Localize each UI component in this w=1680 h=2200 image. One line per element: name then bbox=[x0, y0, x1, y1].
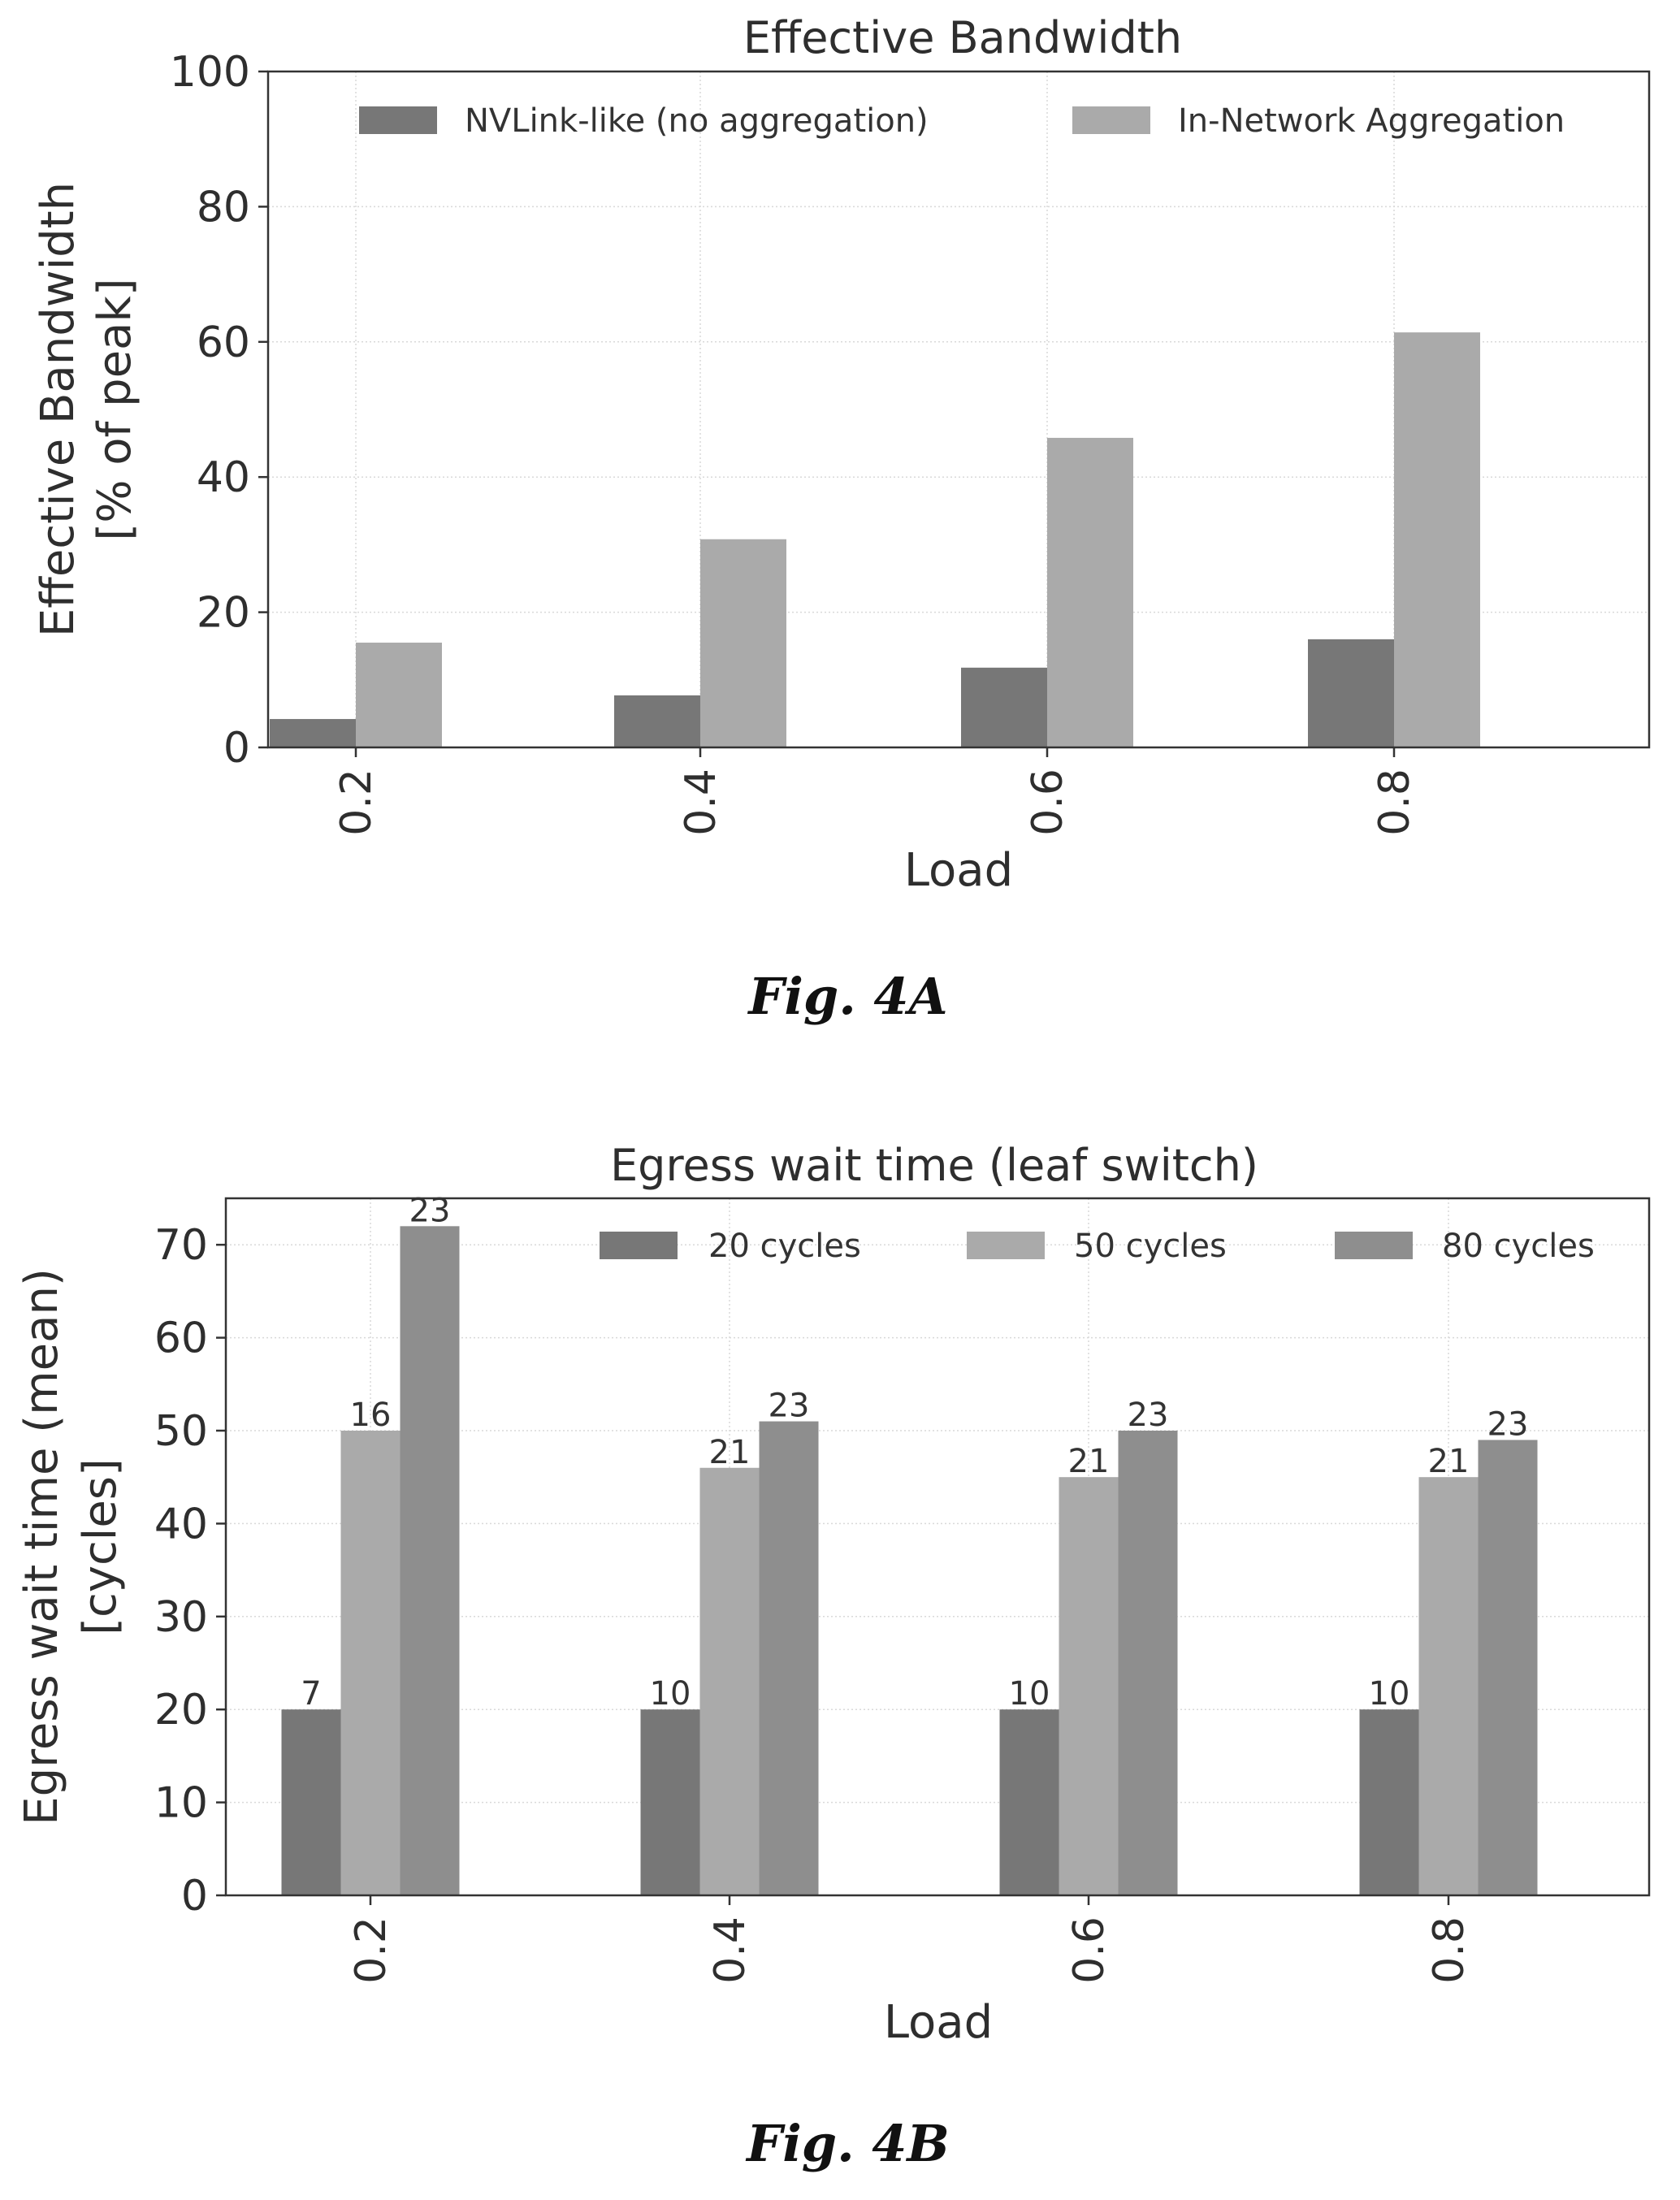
bar-2 bbox=[356, 643, 442, 747]
x-tick-label: 0.6 bbox=[1024, 769, 1072, 836]
legend-swatch bbox=[967, 1232, 1045, 1259]
bar-2 bbox=[699, 1467, 760, 1895]
x-ticks: 0.2 0.4 0.6 0.8 bbox=[347, 1895, 1474, 1984]
x-tick-label: 0.2 bbox=[332, 769, 381, 836]
data-label: 23 bbox=[769, 1388, 810, 1425]
x-axis-label: Load bbox=[884, 1996, 993, 2049]
y-tick-label: 20 bbox=[197, 589, 250, 638]
x-tick-label: 0.8 bbox=[1370, 769, 1419, 836]
bar-1 bbox=[999, 1709, 1059, 1895]
data-label: 10 bbox=[1009, 1675, 1050, 1713]
y-axis-label-line-1: Effective Bandwidth bbox=[32, 182, 84, 637]
y-ticks: 0 20 40 60 80 100 bbox=[170, 48, 268, 773]
bar-1 bbox=[614, 695, 700, 747]
x-tick-label: 0.4 bbox=[706, 1916, 755, 1984]
bar-2 bbox=[1047, 437, 1133, 747]
chart-title: Effective Bandwidth bbox=[743, 12, 1182, 63]
legend-label: 50 cycles bbox=[1074, 1228, 1227, 1265]
legend-label: 80 cycles bbox=[1442, 1228, 1595, 1265]
bar-3 bbox=[400, 1226, 460, 1895]
bar-1 bbox=[281, 1709, 341, 1895]
y-tick-label: 0 bbox=[181, 1872, 208, 1921]
legend-label: In-Network Aggregation bbox=[1178, 102, 1565, 140]
data-label: 21 bbox=[1068, 1443, 1110, 1480]
bar-1 bbox=[961, 667, 1047, 747]
bar-1 bbox=[1359, 1709, 1419, 1895]
data-label: 16 bbox=[350, 1397, 392, 1434]
x-tick-label: 0.8 bbox=[1425, 1916, 1474, 1984]
bar-2 bbox=[1394, 332, 1480, 747]
legend-swatch bbox=[1335, 1232, 1413, 1259]
x-axis-label: Load bbox=[904, 844, 1013, 897]
y-axis-label-line-1: Egress wait time (mean) bbox=[15, 1268, 68, 1825]
legend-label: 20 cycles bbox=[708, 1228, 861, 1265]
x-tick-label: 0.6 bbox=[1065, 1916, 1114, 1984]
x-ticks: 0.2 0.4 0.6 0.8 bbox=[332, 747, 1419, 836]
data-label: 21 bbox=[1428, 1443, 1470, 1480]
y-tick-label: 30 bbox=[154, 1593, 208, 1642]
bars bbox=[281, 1226, 1538, 1895]
y-tick-label: 60 bbox=[197, 318, 250, 367]
legend-label: NVLink-like (no aggregation) bbox=[465, 102, 929, 140]
bars bbox=[270, 332, 1480, 747]
y-tick-label: 20 bbox=[154, 1686, 208, 1734]
plot-frame bbox=[266, 70, 1651, 749]
data-label: 21 bbox=[709, 1434, 751, 1471]
y-tick-label: 100 bbox=[170, 48, 250, 97]
x-tick-label: 0.4 bbox=[677, 769, 725, 836]
y-ticks: 0 10 20 30 40 50 60 70 bbox=[154, 1221, 226, 1921]
figure-caption-a: Fig. 4A bbox=[747, 967, 947, 1026]
data-label: 7 bbox=[301, 1675, 321, 1713]
data-label: 10 bbox=[1369, 1675, 1410, 1713]
y-tick-label: 60 bbox=[154, 1314, 208, 1363]
plot-frame bbox=[224, 1197, 1651, 1897]
data-label: 23 bbox=[1487, 1405, 1529, 1443]
y-axis-label-line-2: [cycles] bbox=[74, 1458, 127, 1635]
bar-3 bbox=[759, 1421, 819, 1895]
bar-2 bbox=[1418, 1477, 1479, 1895]
y-tick-label: 40 bbox=[197, 453, 250, 502]
legend-swatch bbox=[600, 1232, 678, 1259]
y-tick-label: 0 bbox=[223, 724, 250, 773]
legend-swatch bbox=[1072, 106, 1150, 134]
bar-1 bbox=[640, 1709, 700, 1895]
legend: 20 cycles 50 cycles 80 cycles bbox=[600, 1228, 1595, 1265]
x-tick-label: 0.2 bbox=[347, 1916, 396, 1984]
bar-1 bbox=[270, 719, 356, 747]
bar-2 bbox=[340, 1431, 401, 1895]
y-axis-label-line-2: [% of peak] bbox=[89, 278, 141, 540]
bar-2 bbox=[1059, 1477, 1119, 1895]
y-tick-label: 80 bbox=[197, 183, 250, 232]
y-tick-label: 10 bbox=[154, 1779, 208, 1828]
data-label: 23 bbox=[1128, 1397, 1169, 1434]
bar-3 bbox=[1118, 1431, 1178, 1895]
chart-title: Egress wait time (leaf switch) bbox=[610, 1140, 1258, 1191]
y-tick-label: 70 bbox=[154, 1221, 208, 1270]
data-label: 10 bbox=[650, 1675, 691, 1713]
bar-1 bbox=[1308, 639, 1394, 747]
figure-caption-b: Fig. 4B bbox=[745, 2114, 950, 2173]
y-tick-label: 50 bbox=[154, 1407, 208, 1456]
y-tick-label: 40 bbox=[154, 1500, 208, 1548]
legend: NVLink-like (no aggregation) In-Network A… bbox=[359, 102, 1565, 140]
bar-2 bbox=[700, 539, 786, 747]
legend-swatch bbox=[359, 106, 437, 134]
bar-3 bbox=[1478, 1440, 1538, 1895]
chart-egress-wait-time: Egress wait time (leaf switch) 7 10 10 10 16… bbox=[15, 1140, 1651, 2049]
